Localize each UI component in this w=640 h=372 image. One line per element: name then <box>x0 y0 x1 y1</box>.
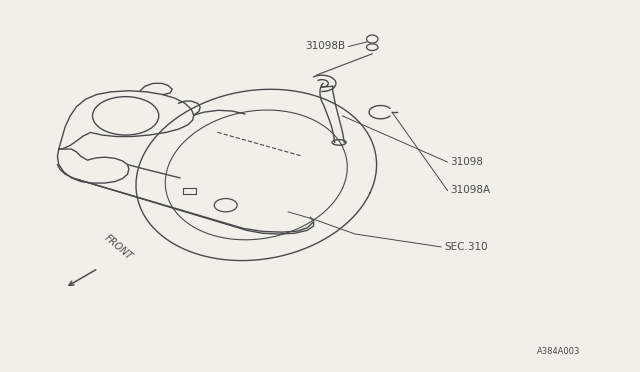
Text: FRONT: FRONT <box>102 232 134 262</box>
Text: A384A003: A384A003 <box>537 347 580 356</box>
Text: 31098: 31098 <box>451 157 484 167</box>
Text: 31098A: 31098A <box>451 185 491 195</box>
Text: 31098B: 31098B <box>305 41 346 51</box>
Text: SEC.310: SEC.310 <box>444 242 488 252</box>
